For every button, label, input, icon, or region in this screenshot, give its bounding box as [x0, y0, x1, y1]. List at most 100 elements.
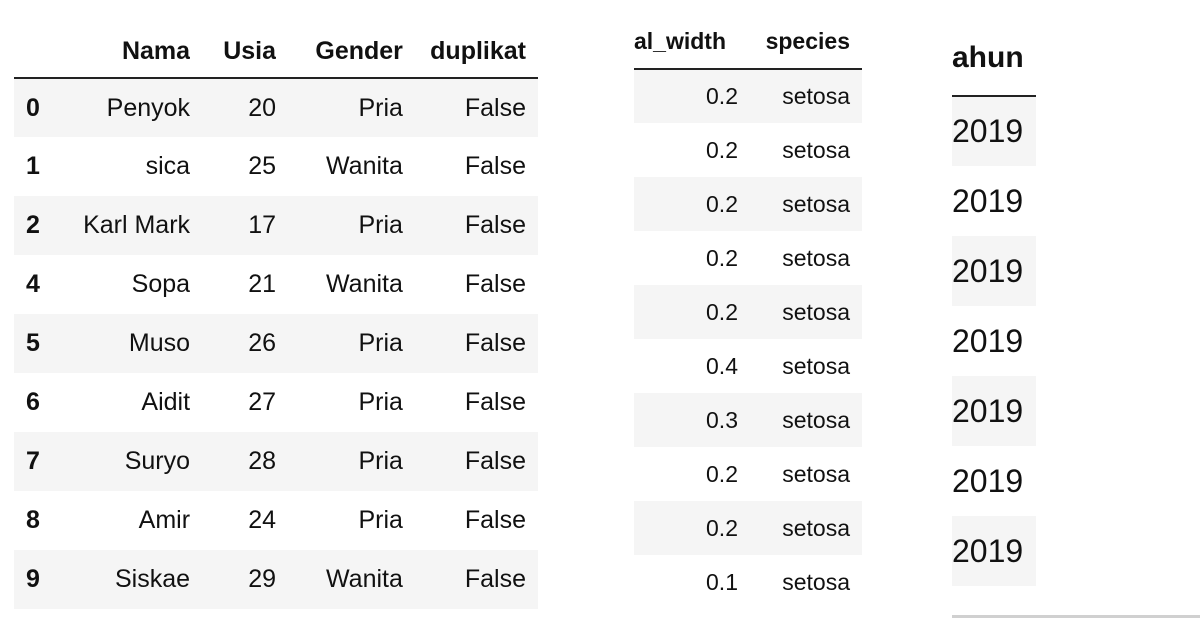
header-species: species	[765, 27, 850, 54]
dataframe-main-body: 0 Penyok 20 Pria False 1 sica 25 Wanita …	[14, 78, 538, 609]
cell-gender: Pria	[358, 93, 403, 122]
cell-tahun: 2019	[952, 182, 1024, 219]
cell-petal-width: 0.1	[706, 568, 738, 595]
table-row: 8 Amir 24 Pria False	[14, 491, 538, 550]
row-index: 2	[26, 211, 40, 239]
row-index: 1	[26, 152, 40, 180]
cell-duplikat: False	[464, 270, 526, 298]
row-index: 9	[26, 565, 40, 593]
cell-gender: Wanita	[326, 270, 403, 298]
cell-petal-width: 0.2	[706, 244, 738, 271]
cell-usia: 17	[248, 211, 276, 239]
header-petal-width: al_width	[634, 27, 727, 54]
cell-tahun: 2019	[952, 392, 1024, 429]
cell-species: setosa	[782, 460, 850, 487]
cell-species: setosa	[782, 514, 850, 541]
table-row: 0.2 setosa	[634, 177, 862, 231]
cell-duplikat: False	[464, 447, 526, 475]
cell-petal-width: 0.2	[706, 136, 738, 163]
header-usia: Usia	[223, 37, 276, 65]
table-row: 2019	[952, 306, 1036, 376]
cell-gender: Pria	[358, 447, 403, 475]
cell-petal-width: 0.2	[706, 460, 738, 487]
header-nama: Nama	[121, 37, 191, 65]
table-row: 2019	[952, 96, 1036, 166]
cell-nama: Karl Mark	[83, 211, 191, 239]
cell-usia: 29	[248, 565, 276, 593]
cell-species: setosa	[782, 298, 850, 325]
header-tahun: ahun	[952, 40, 1024, 74]
cell-usia: 27	[248, 388, 276, 416]
cell-nama: Suryo	[124, 447, 191, 475]
cell-species: setosa	[782, 83, 850, 109]
dataframe-main-header: Nama Usia Gender duplikat	[14, 26, 538, 78]
cell-tahun: 2019	[952, 113, 1024, 149]
table-row: 2019	[952, 166, 1036, 236]
dataframe-main-table: Nama Usia Gender duplikat 0 Penyok 20 Pr…	[14, 26, 538, 609]
table-row: 0.2 setosa	[634, 447, 862, 501]
cell-species: setosa	[782, 568, 850, 595]
cell-gender: Pria	[358, 211, 403, 239]
cell-species: setosa	[782, 244, 850, 271]
header-duplikat: duplikat	[430, 37, 526, 65]
cell-duplikat: False	[464, 211, 526, 239]
cell-nama: Muso	[128, 329, 191, 357]
table-row: 0.3 setosa	[634, 393, 862, 447]
cell-usia: 25	[248, 152, 276, 180]
table-row: 2019	[952, 446, 1036, 516]
cell-petal-width: 0.2	[706, 83, 738, 109]
header-row: al_width species	[634, 14, 862, 69]
table-row: 2 Karl Mark 17 Pria False	[14, 196, 538, 255]
header-index	[14, 26, 61, 78]
row-index: 8	[26, 506, 40, 534]
cell-gender: Wanita	[326, 565, 403, 593]
header-gender: Gender	[315, 37, 403, 65]
dataframe-year-body: 2019 2019 2019 2019 2019 2019 2019	[952, 96, 1036, 586]
cell-petal-width: 0.4	[706, 352, 738, 379]
cell-gender: Wanita	[326, 152, 403, 180]
cell-species: setosa	[782, 352, 850, 379]
cell-usia: 26	[248, 329, 276, 357]
row-index: 7	[26, 447, 40, 475]
cell-usia: 20	[248, 93, 276, 122]
cell-usia: 24	[248, 506, 276, 534]
cell-species: setosa	[782, 406, 850, 433]
cell-tahun: 2019	[952, 532, 1024, 569]
table-row: 2019	[952, 236, 1036, 306]
cell-tahun: 2019	[952, 462, 1024, 499]
table-row: 4 Sopa 21 Wanita False	[14, 255, 538, 314]
cell-nama: Aidit	[141, 388, 191, 416]
cell-nama: sica	[145, 152, 191, 180]
header-row: Nama Usia Gender duplikat	[14, 26, 538, 78]
cell-gender: Pria	[358, 329, 403, 357]
cell-duplikat: False	[464, 565, 526, 593]
dataframe-iris-header: al_width species	[634, 14, 862, 69]
table-row: 5 Muso 26 Pria False	[14, 314, 538, 373]
cell-usia: 28	[248, 447, 276, 475]
table-row: 2019	[952, 516, 1036, 586]
cell-species: setosa	[782, 190, 850, 217]
cell-tahun: 2019	[952, 322, 1024, 359]
table-row: 9 Siskae 29 Wanita False	[14, 550, 538, 609]
dataframe-iris-table: al_width species 0.2 setosa 0.2 setosa 0…	[634, 14, 862, 609]
row-index: 0	[26, 93, 40, 122]
table-row: 0.1 setosa	[634, 555, 862, 609]
cell-petal-width: 0.3	[706, 406, 738, 433]
cell-gender: Pria	[358, 388, 403, 416]
cell-nama: Amir	[138, 506, 191, 534]
cell-species: setosa	[782, 136, 850, 163]
cell-gender: Pria	[358, 506, 403, 534]
cell-petal-width: 0.2	[706, 514, 738, 541]
cell-duplikat: False	[464, 152, 526, 180]
cell-nama: Siskae	[114, 565, 191, 593]
cell-tahun: 2019	[952, 252, 1024, 289]
table-row: 6 Aidit 27 Pria False	[14, 373, 538, 432]
cell-duplikat: False	[464, 388, 526, 416]
header-row: ahun	[952, 20, 1036, 96]
table-row: 0.2 setosa	[634, 123, 862, 177]
row-index: 5	[26, 329, 40, 357]
cell-petal-width: 0.2	[706, 190, 738, 217]
table-row: 7 Suryo 28 Pria False	[14, 432, 538, 491]
dataframe-main-panel: Nama Usia Gender duplikat 0 Penyok 20 Pr…	[14, 0, 540, 630]
cell-nama: Penyok	[106, 93, 191, 122]
